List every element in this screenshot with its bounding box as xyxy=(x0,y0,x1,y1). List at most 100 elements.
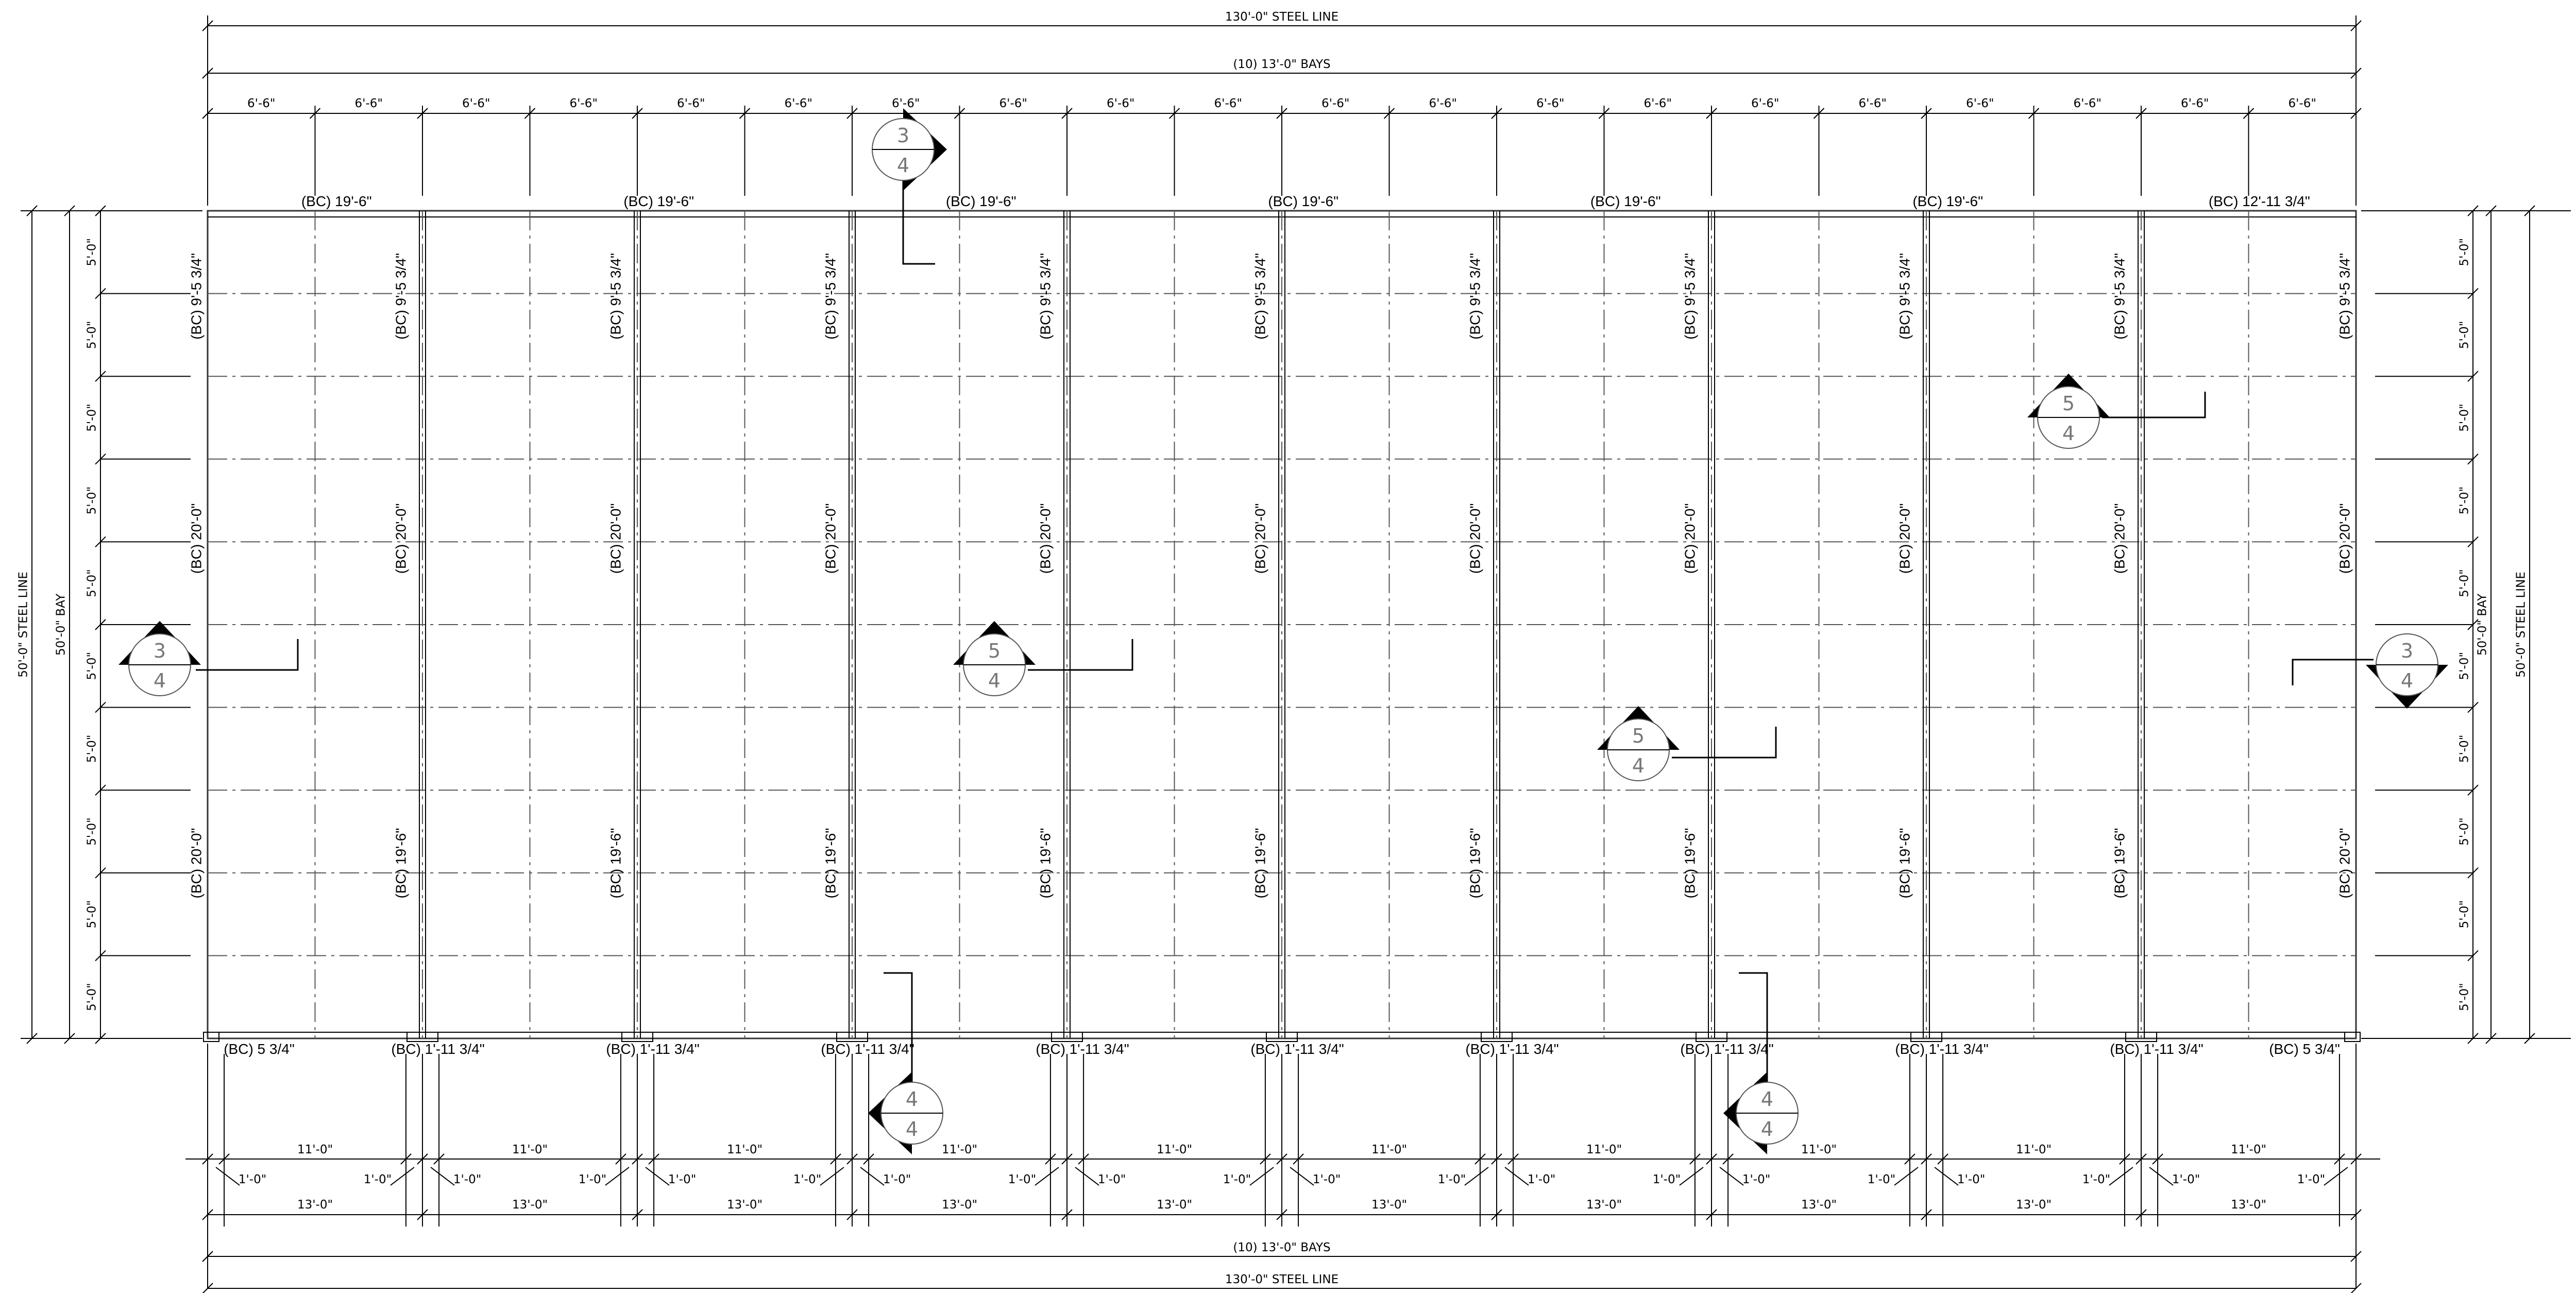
column-base-plate xyxy=(2344,1032,2361,1042)
sheet-number: 4 xyxy=(906,1118,918,1140)
sheet-number: 4 xyxy=(2401,669,2413,692)
dimension-tick xyxy=(2350,1251,2362,1262)
section-cut-line xyxy=(2292,659,2374,685)
offset-dim-text: 1'-0" xyxy=(1528,1173,1555,1186)
offset-dim-text: 1'-0" xyxy=(2297,1173,2325,1186)
side-subdivision-text: 5'-0" xyxy=(2458,735,2471,763)
side-subdivision-text: 5'-0" xyxy=(86,238,99,266)
bay-dim-text: 13'-0" xyxy=(1157,1198,1192,1212)
side-subdivision-text: 5'-0" xyxy=(86,321,99,349)
subdivision-dim-text: 6'-6" xyxy=(1751,97,1779,110)
side-subdivision-text: 5'-0" xyxy=(86,404,99,431)
leader-line xyxy=(1035,1167,1059,1186)
column-base-plate xyxy=(1910,1032,1942,1042)
dimension-tick xyxy=(2350,1283,2362,1293)
side-subdivision-text: 5'-0" xyxy=(2458,652,2471,680)
section-number: 3 xyxy=(2401,640,2413,662)
column-base-plate xyxy=(1696,1032,1727,1042)
section-mark: 44 xyxy=(1723,972,1799,1154)
inner-dim-text: 11'-0" xyxy=(942,1143,977,1156)
vertical-bc-label: (BC) 9'-5 3/4" xyxy=(1467,253,1483,340)
offset-dim-text: 1'-0" xyxy=(1957,1173,1985,1186)
offset-dim-text: 1'-0" xyxy=(1868,1173,1895,1186)
vertical-bc-label: (BC) 19'-6" xyxy=(1682,828,1698,899)
section-cut-line xyxy=(902,170,935,265)
leader-line xyxy=(1249,1167,1274,1186)
vertical-bc-label: (BC) 19'-6" xyxy=(822,828,838,899)
side-subdivision-text: 5'-0" xyxy=(2458,321,2471,349)
side-subdivision-text: 5'-0" xyxy=(86,652,99,680)
leader-line xyxy=(1894,1167,1919,1186)
bay-dim-text: 13'-0" xyxy=(297,1198,333,1212)
bay-count-dim-bottom-text: (10) 13'-0" BAYS xyxy=(1233,1241,1330,1254)
top-bc-label: (BC) 19'-6" xyxy=(1268,193,1338,209)
dimension-tick xyxy=(202,1283,213,1293)
bottom-bc-label: (BC) 1'-11 3/4" xyxy=(821,1041,914,1057)
leader-line xyxy=(2149,1167,2174,1186)
sheet-number: 4 xyxy=(1761,1118,1773,1140)
vertical-bc-label: (BC) 20'-0" xyxy=(2111,503,2127,574)
dimension-tick xyxy=(202,68,213,79)
side-subdivision-text: 5'-0" xyxy=(2458,983,2471,1011)
dimension-tick xyxy=(2485,205,2497,216)
side-subdivision-text: 5'-0" xyxy=(2458,569,2471,597)
sheet-number: 4 xyxy=(988,669,1001,692)
vertical-bc-label: (BC) 20'-0" xyxy=(188,503,204,574)
subdivision-dim-text: 6'-6" xyxy=(1429,97,1457,110)
inner-dim-text: 11'-0" xyxy=(727,1143,762,1156)
leader-line xyxy=(390,1167,415,1186)
vertical-bc-label: (BC) 20'-0" xyxy=(188,828,204,899)
column-base-plate xyxy=(406,1032,438,1042)
subdivision-dim-text: 6'-6" xyxy=(1321,97,1349,110)
dimension-tick xyxy=(2485,1033,2497,1044)
column-base-plate xyxy=(2125,1032,2157,1042)
top-bc-label: (BC) 19'-6" xyxy=(1590,193,1661,209)
leader-line xyxy=(860,1167,885,1186)
vertical-bc-label: (BC) 19'-6" xyxy=(1037,828,1053,899)
dimension-tick xyxy=(2350,68,2362,79)
leader-line xyxy=(1075,1167,1099,1186)
frame-layer xyxy=(203,210,2361,1042)
leader-line xyxy=(2324,1167,2348,1186)
section-cut-line xyxy=(196,639,299,671)
vertical-bc-label: (BC) 19'-6" xyxy=(1467,828,1483,899)
top-bc-label: (BC) 19'-6" xyxy=(946,193,1016,209)
section-cut-line xyxy=(1672,727,1777,759)
subdivision-dim-text: 6'-6" xyxy=(677,97,705,110)
bay-dim-text: 13'-0" xyxy=(1586,1198,1622,1212)
overall-length-dim-text: 130'-0" STEEL LINE xyxy=(1225,10,1338,24)
subdivision-dim-text: 6'-6" xyxy=(2289,97,2316,110)
vertical-bc-label: (BC) 9'-5 3/4" xyxy=(607,253,623,340)
side-subdivision-text: 5'-0" xyxy=(2458,817,2471,845)
bay-dim-text: 13'-0" xyxy=(1801,1198,1837,1212)
dimension-tick xyxy=(202,20,213,31)
vertical-bc-label: (BC) 20'-0" xyxy=(2336,503,2352,574)
subdivision-dim-text: 6'-6" xyxy=(785,97,812,110)
overall-length-dim-bottom-text: 130'-0" STEEL LINE xyxy=(1225,1273,1338,1286)
leader-line xyxy=(1290,1167,1314,1186)
top-bc-label: (BC) 19'-6" xyxy=(623,193,694,209)
top-bc-label: (BC) 19'-6" xyxy=(301,193,372,209)
offset-dim-text: 1'-0" xyxy=(579,1173,606,1186)
section-cut-line xyxy=(884,972,913,1087)
vertical-bc-label: (BC) 9'-5 3/4" xyxy=(1896,253,1912,340)
leader-line xyxy=(820,1167,844,1186)
vertical-bc-label: (BC) 19'-6" xyxy=(2111,828,2127,899)
leader-line xyxy=(1679,1167,1704,1186)
subdivision-dim-text: 6'-6" xyxy=(462,97,490,110)
leader-line xyxy=(1504,1167,1529,1186)
inner-dim-text: 11'-0" xyxy=(1371,1143,1407,1156)
sheet-number: 4 xyxy=(154,669,166,692)
vertical-bc-label: (BC) 9'-5 3/4" xyxy=(1037,253,1053,340)
side-subdivision-text: 5'-0" xyxy=(2458,404,2471,431)
bottom-bc-label: (BC) 1'-11 3/4" xyxy=(1895,1041,1988,1057)
dimension-layer xyxy=(21,15,2571,1293)
column-base-plate xyxy=(203,1032,219,1042)
column-base-plate xyxy=(1481,1032,1513,1042)
label-layer: 130'-0" STEEL LINE (10) 13'-0" BAYS 6'-6" 6… xyxy=(17,10,2528,1286)
section-cut-line xyxy=(1028,639,1133,671)
subdivision-dim-text: 6'-6" xyxy=(247,97,275,110)
subdivision-dim-text: 6'-6" xyxy=(570,97,598,110)
offset-dim-text: 1'-0" xyxy=(364,1173,392,1186)
column-base-plate xyxy=(621,1032,653,1042)
